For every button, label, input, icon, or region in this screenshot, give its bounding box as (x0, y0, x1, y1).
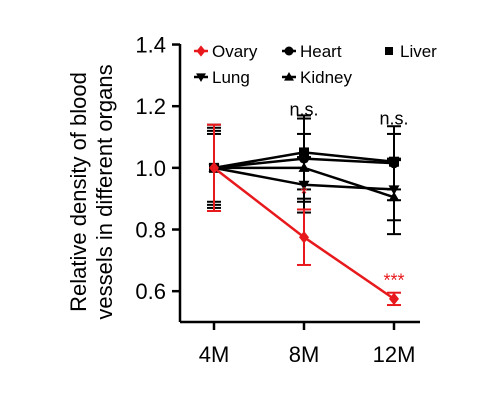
y-tick-label: 1.4 (135, 33, 166, 58)
x-tick-label: 4M (199, 342, 230, 367)
legend-label: Lung (212, 68, 250, 87)
legend-label: Heart (300, 42, 342, 61)
x-tick-label: 12M (373, 342, 416, 367)
data-point (209, 161, 219, 175)
legend-marker (196, 73, 206, 82)
data-point (388, 191, 400, 202)
y-tick-label: 0.6 (135, 279, 166, 304)
annotations: n.s. n.s.**** (289, 99, 408, 290)
series-layer (207, 114, 401, 307)
legend-marker (196, 45, 206, 57)
significance-label: n.s. (379, 109, 408, 129)
y-axis-title-line1: Relative density of blood (66, 72, 91, 312)
significance-label: * (300, 184, 307, 204)
legend: Ovary Heart Liver Lung Kidney (194, 42, 437, 87)
x-tick-label: 8M (289, 342, 320, 367)
legend-marker (385, 47, 393, 55)
y-tick-label: 1.2 (135, 94, 166, 119)
data-point (389, 292, 399, 306)
y-tick-label: 0.8 (135, 218, 166, 243)
legend-item-kidney: Kidney (282, 68, 352, 87)
series-ovary (207, 123, 401, 307)
y-tick-label: 1.0 (135, 156, 166, 181)
legend-label: Liver (400, 42, 437, 61)
y-ticks: 0.6 0.8 1.0 1.2 1.4 (135, 33, 180, 304)
significance-label: n.s. (289, 99, 318, 119)
legend-item-heart: Heart (282, 42, 342, 61)
legend-item-lung: Lung (194, 68, 250, 87)
legend-item-liver: Liver (385, 42, 437, 61)
y-axis-title-line2: vessels in different organs (92, 64, 117, 319)
legend-marker (284, 46, 294, 56)
legend-label: Kidney (300, 68, 352, 87)
data-point (298, 162, 310, 172)
y-axis-title: Relative density of blood vessels in dif… (66, 64, 117, 319)
legend-label: Ovary (212, 42, 258, 61)
legend-item-ovary: Ovary (194, 42, 258, 61)
legend-marker (284, 72, 294, 81)
significance-label: *** (383, 271, 404, 291)
x-ticks: 4M 8M 12M (199, 322, 416, 367)
data-point (299, 230, 309, 244)
